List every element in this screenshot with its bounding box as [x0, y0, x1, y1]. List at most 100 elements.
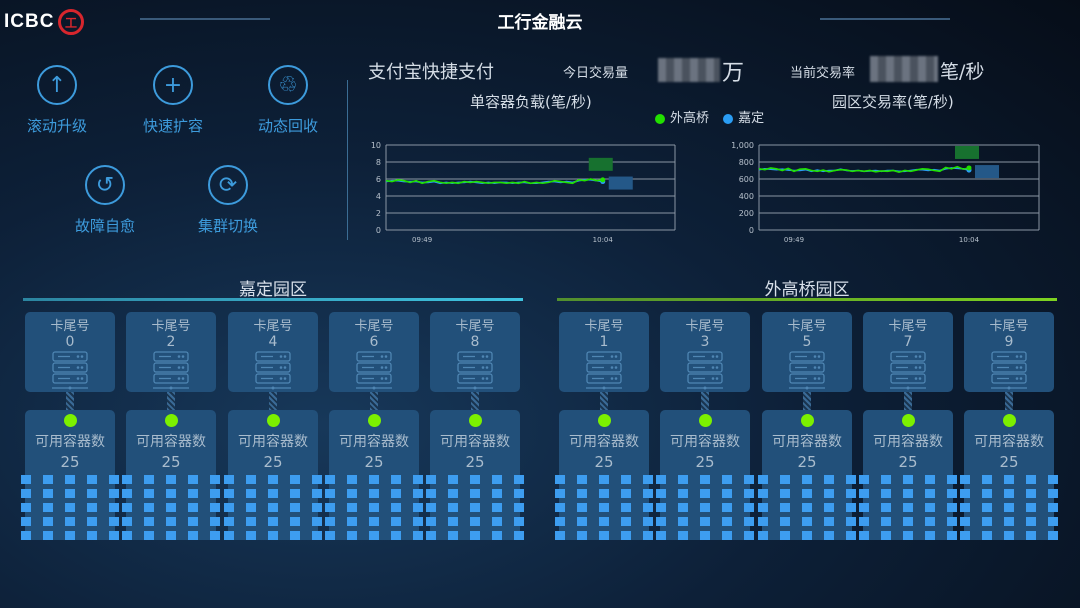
container-icon	[122, 517, 132, 526]
container-icon	[982, 503, 992, 512]
connector	[471, 392, 479, 410]
container-icon	[246, 503, 256, 512]
logo-text: ICBC	[4, 11, 55, 32]
card-tail-node[interactable]: 卡尾号 4	[228, 312, 318, 392]
container-icon	[413, 517, 423, 526]
container-icon	[312, 489, 322, 498]
container-icon	[290, 503, 300, 512]
legend-item-jiading[interactable]: 嘉定	[723, 111, 764, 126]
container-icon	[960, 489, 970, 498]
container-icon	[65, 489, 75, 498]
sync-icon: ⟳	[208, 165, 248, 205]
container-icon	[426, 517, 436, 526]
container-icon	[722, 517, 732, 526]
card-tail-node[interactable]: 卡尾号 9	[964, 312, 1054, 392]
card-tail-node[interactable]: 卡尾号 6	[329, 312, 419, 392]
action-recycle[interactable]: ♲ 动态回收	[233, 65, 343, 136]
container-icon	[1026, 517, 1036, 526]
container-icon	[678, 517, 688, 526]
container-icon	[643, 475, 653, 484]
card-container-pool[interactable]: 可用容器数 25	[555, 410, 653, 540]
container-icon	[656, 489, 666, 498]
tail-label: 卡尾号	[354, 319, 394, 334]
action-sync[interactable]: ⟳ 集群切换	[173, 165, 283, 236]
card-container-pool[interactable]: 可用容器数 25	[224, 410, 322, 540]
server-icon	[687, 351, 723, 390]
connector	[167, 392, 175, 410]
container-icon	[144, 489, 154, 498]
card-tail-node[interactable]: 卡尾号 8	[430, 312, 520, 392]
container-grid	[859, 475, 957, 540]
container-icon	[224, 503, 234, 512]
container-icon	[87, 517, 97, 526]
container-icon	[846, 517, 856, 526]
card-tail-node[interactable]: 卡尾号 5	[762, 312, 852, 392]
divider	[347, 80, 348, 240]
container-icon	[947, 489, 957, 498]
container-icon	[1026, 489, 1036, 498]
legend: 外高桥 嘉定	[655, 107, 764, 126]
action-label: 滚动升级	[26, 117, 87, 135]
container-icon	[824, 503, 834, 512]
legend-item-waigaoqiao[interactable]: 外高桥	[655, 111, 709, 126]
container-icon	[881, 531, 891, 540]
container-icon	[492, 517, 502, 526]
tail-number: 0	[65, 334, 75, 350]
card-tail-node[interactable]: 卡尾号 7	[863, 312, 953, 392]
container-icon	[122, 489, 132, 498]
container-icon	[700, 531, 710, 540]
icbc-logo: ICBC 工	[4, 9, 85, 35]
card-tail-node[interactable]: 卡尾号 0	[25, 312, 115, 392]
status-online-icon	[367, 414, 381, 427]
park-underline	[23, 298, 523, 301]
container-icon	[903, 531, 913, 540]
card-container-pool[interactable]: 可用容器数 25	[426, 410, 524, 540]
container-icon	[758, 517, 768, 526]
redacted-value-tooltip	[608, 176, 633, 190]
container-icon	[780, 489, 790, 498]
container-icon	[881, 489, 891, 498]
container-icon	[369, 531, 379, 540]
container-icon	[109, 489, 119, 498]
container-icon	[824, 531, 834, 540]
container-icon	[744, 489, 754, 498]
container-icon	[859, 517, 869, 526]
card-container-pool[interactable]: 可用容器数 25	[656, 410, 754, 540]
container-icon	[824, 475, 834, 484]
container-icon	[925, 489, 935, 498]
container-icon	[1004, 475, 1014, 484]
action-plus-circle[interactable]: + 快速扩容	[118, 65, 228, 136]
today-volume-value-redacted	[658, 58, 720, 82]
container-icon	[599, 517, 609, 526]
container-icon	[1004, 517, 1014, 526]
container-icon	[65, 517, 75, 526]
card-tail-node[interactable]: 卡尾号 2	[126, 312, 216, 392]
container-icon	[246, 531, 256, 540]
container-icon	[391, 503, 401, 512]
container-icon	[312, 517, 322, 526]
container-icon	[391, 475, 401, 484]
container-icon	[268, 503, 278, 512]
card-tail-node[interactable]: 卡尾号 1	[559, 312, 649, 392]
card-container-pool[interactable]: 可用容器数 25	[122, 410, 220, 540]
card-container-pool[interactable]: 可用容器数 25	[758, 410, 856, 540]
undo-circle-icon: ↺	[85, 165, 125, 205]
container-icon	[448, 503, 458, 512]
container-icon	[224, 531, 234, 540]
card-container-pool[interactable]: 可用容器数 25	[960, 410, 1058, 540]
container-icon	[290, 475, 300, 484]
card-container-pool[interactable]: 可用容器数 25	[325, 410, 423, 540]
server-icon	[153, 351, 189, 390]
card-tail-node[interactable]: 卡尾号 3	[660, 312, 750, 392]
tail-number: 6	[369, 334, 379, 350]
container-icon	[21, 503, 31, 512]
container-icon	[166, 489, 176, 498]
container-icon	[555, 531, 565, 540]
container-icon	[246, 517, 256, 526]
container-icon	[960, 503, 970, 512]
card-container-pool[interactable]: 可用容器数 25	[21, 410, 119, 540]
tail-label: 卡尾号	[151, 319, 191, 334]
card-container-pool[interactable]: 可用容器数 25	[859, 410, 957, 540]
action-arrow-up-circle[interactable]: ↑ 滚动升级	[2, 65, 112, 136]
action-undo-circle[interactable]: ↺ 故障自愈	[50, 165, 160, 236]
